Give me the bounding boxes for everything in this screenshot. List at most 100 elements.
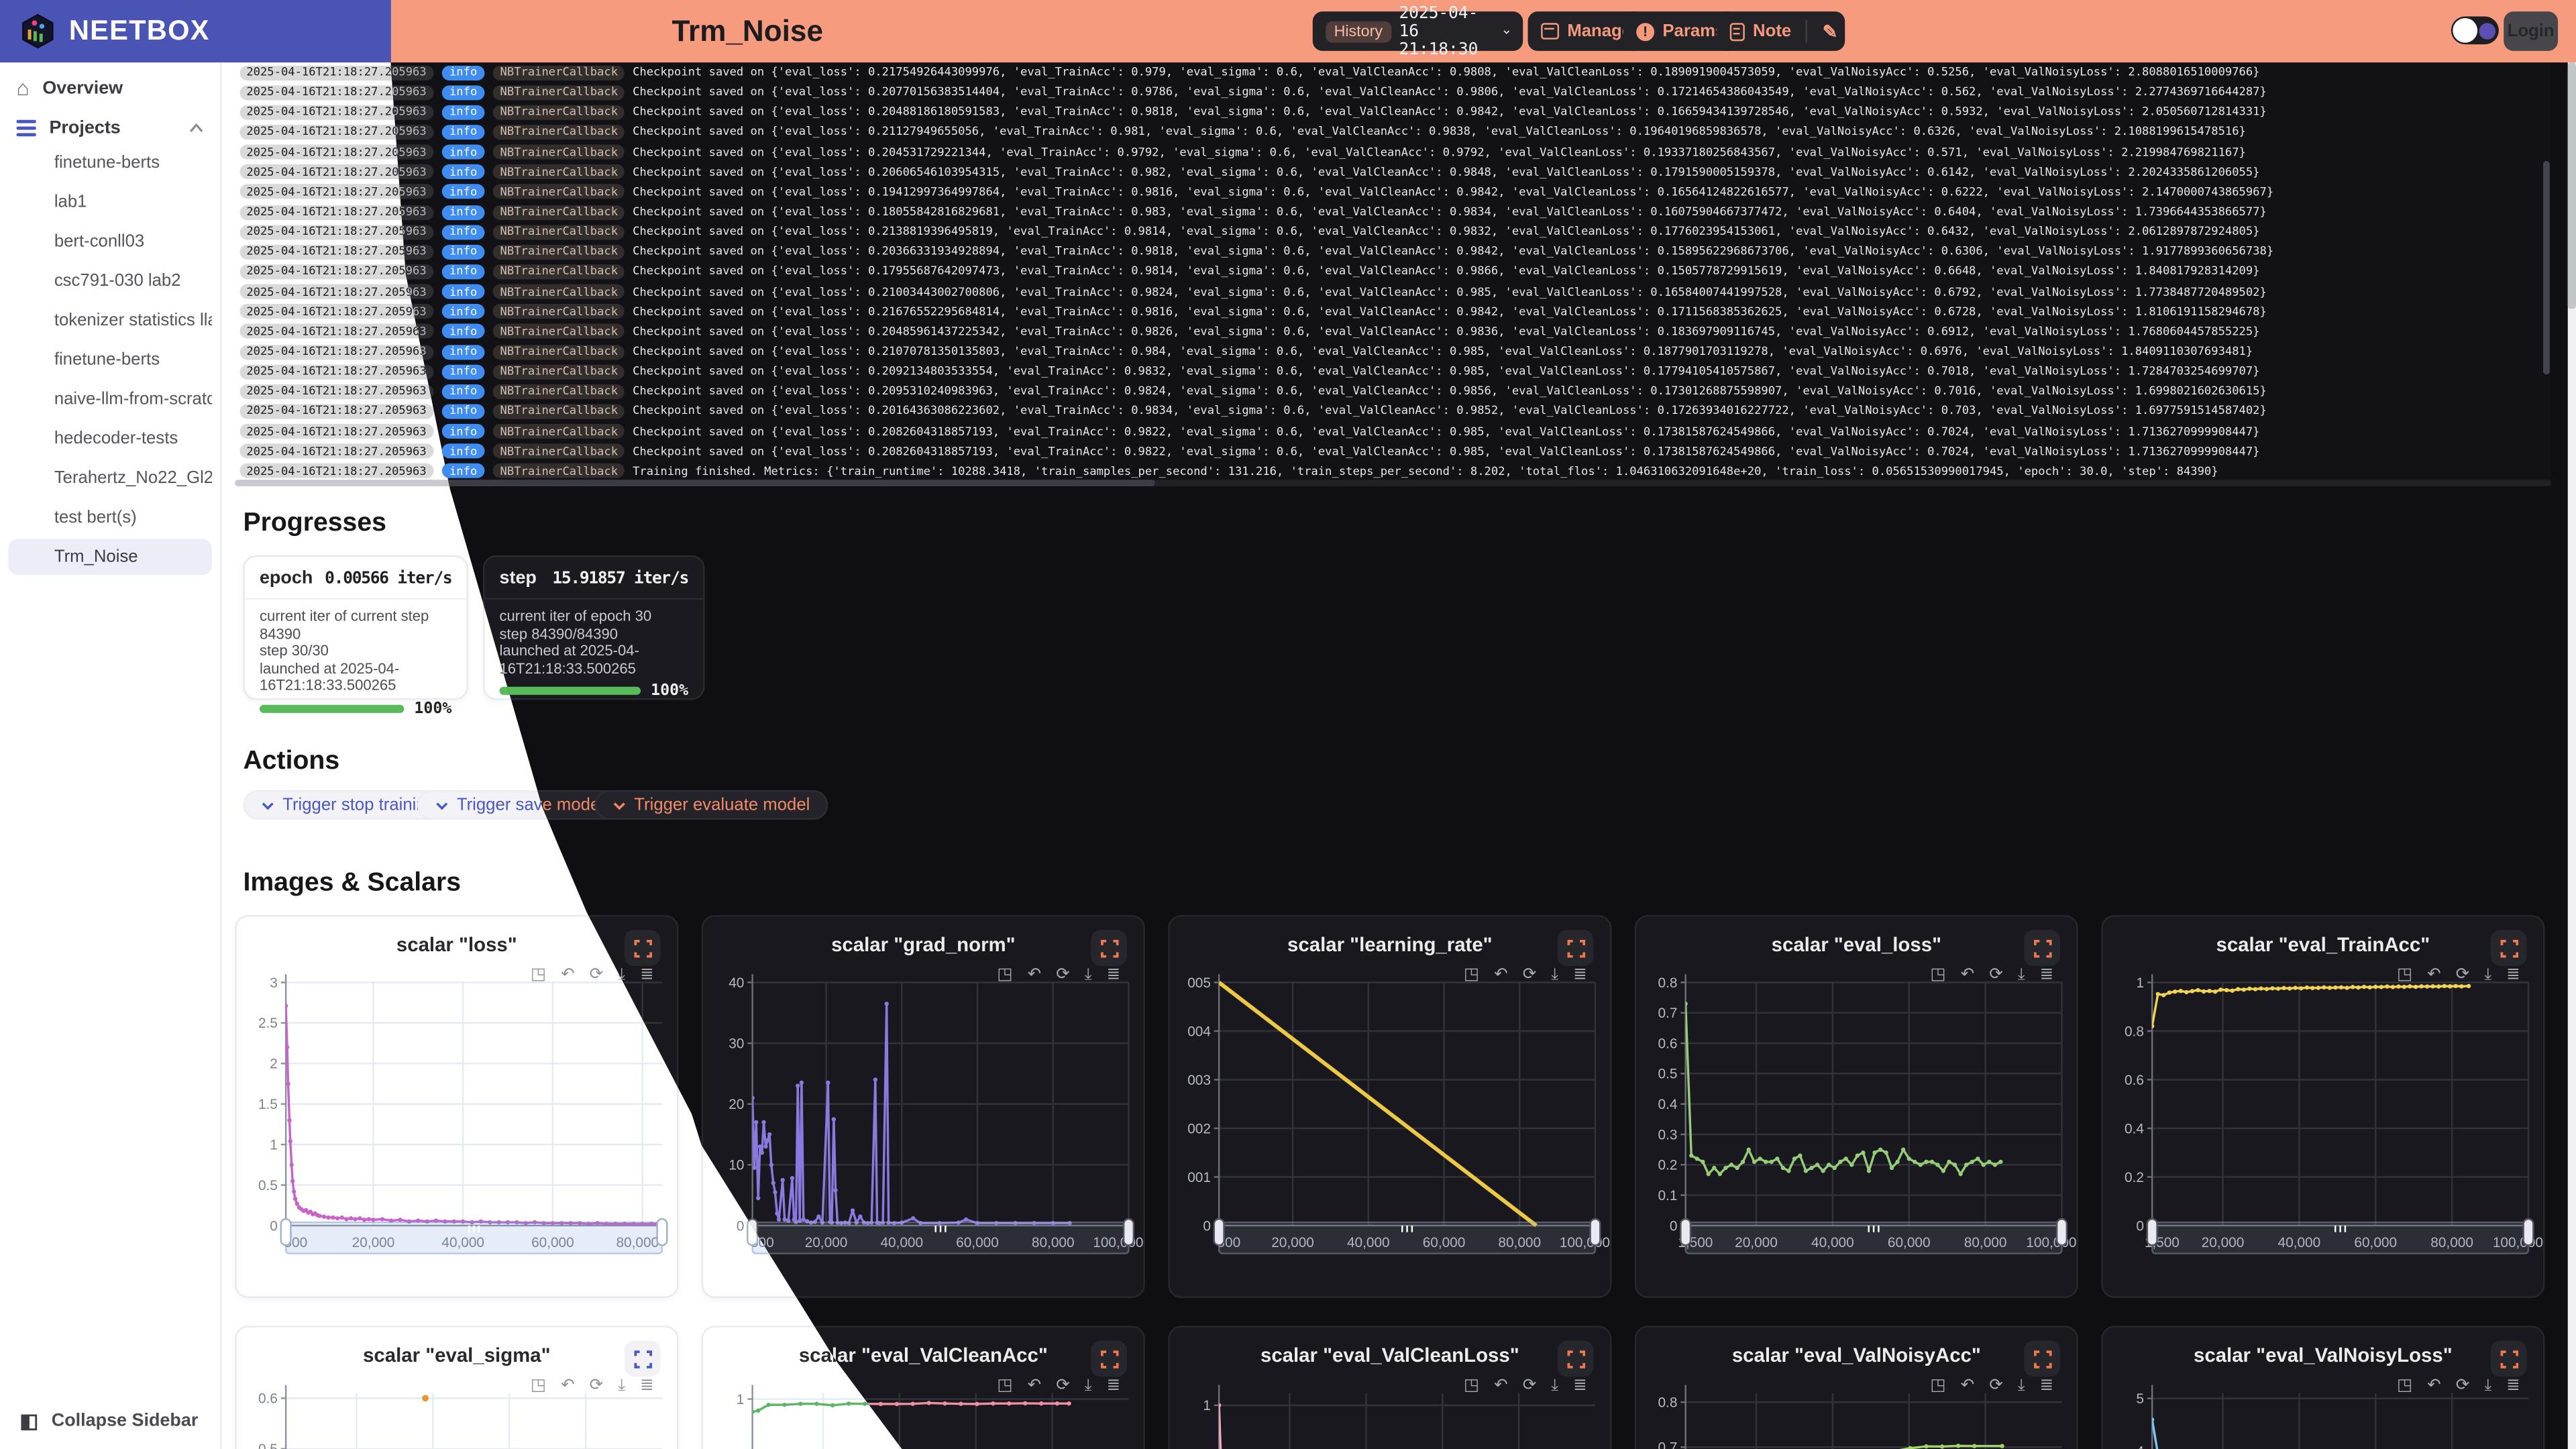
undo-icon[interactable]: ↶ [561,1377,575,1395]
zoom-select-icon[interactable]: ◳ [997,966,1013,984]
undo-icon[interactable]: ↶ [1960,966,1975,984]
expand-chart-button[interactable] [2024,930,2061,967]
data-view-icon[interactable]: ≣ [2506,966,2520,984]
zoom-select-icon[interactable]: ◳ [2396,1377,2413,1395]
logo-block[interactable]: NEETBOX [0,0,391,63]
app-header: NEETBOX Trm_Noise History 2025-04-16 21:… [0,0,2576,63]
sidebar-project-item[interactable]: Terahertz_No22_Gl261_gl... [54,468,212,488]
page-scrollbar[interactable] [2567,62,2576,1449]
download-icon[interactable]: ⤓ [2484,1377,2492,1395]
expand-chart-button[interactable] [2490,1340,2527,1377]
chart-plot[interactable]: 40302010050020,00040,00060,00080,000100,… [703,917,1146,1300]
svg-text:20,000: 20,000 [1735,1235,1778,1250]
sidebar-project-item[interactable]: hedecoder-tests [54,429,178,449]
sidebar-project-item[interactable]: lab1 [54,192,87,212]
action-button-trigger-evaluate-model[interactable]: Trigger evaluate model [594,790,828,820]
expand-chart-button[interactable] [1091,1340,1128,1377]
refresh-icon[interactable]: ⟳ [1056,1377,1070,1395]
expand-chart-button[interactable] [1091,930,1128,967]
edit-pencil-icon[interactable]: ✎ [1822,22,1838,42]
undo-icon[interactable]: ↶ [561,966,575,984]
refresh-icon[interactable]: ⟳ [2455,1377,2470,1395]
chart-plot[interactable]: 32.521.510.5050020,00040,00060,00080,000 [237,917,680,1300]
undo-icon[interactable]: ↶ [1960,1377,1975,1395]
data-view-icon[interactable]: ≣ [2039,1377,2054,1395]
expand-chart-button[interactable] [1557,930,1594,967]
data-view-icon[interactable]: ≣ [640,966,654,984]
undo-icon[interactable]: ↶ [1494,1377,1508,1395]
undo-icon[interactable]: ↶ [1027,966,1042,984]
console-hscrollbar[interactable] [389,480,2552,486]
download-icon[interactable]: ⤓ [1551,966,1559,984]
zoom-select-icon[interactable]: ◳ [530,1377,547,1395]
undo-icon[interactable]: ↶ [2427,966,2441,984]
data-view-icon[interactable]: ≣ [1573,1377,1587,1395]
download-icon[interactable]: ⤓ [2484,966,2492,984]
history-dropdown[interactable]: History 2025-04-16 21:18:30 [1312,4,1523,58]
sidebar-project-item[interactable]: Trm_Noise [8,539,212,576]
chart-plot[interactable]: 005004003002001050020,00040,00060,00080,… [1170,917,1613,1300]
zoom-select-icon[interactable]: ◳ [1463,966,1480,984]
refresh-icon[interactable]: ⟳ [1522,1377,1537,1395]
zoom-select-icon[interactable]: ◳ [530,966,547,984]
undo-icon[interactable]: ↶ [1494,966,1508,984]
refresh-icon[interactable]: ⟳ [1989,966,2003,984]
sidebar-item-projects[interactable]: Projects [0,115,220,141]
refresh-icon[interactable]: ⟳ [1989,1377,2003,1395]
chart-plot[interactable]: 0.80.70.60.5 [1636,1328,2080,1449]
expand-chart-button[interactable] [2490,930,2527,967]
collapse-label: Collapse Sidebar [51,1411,199,1432]
chart-plot[interactable]: 54321 [2103,1328,2546,1449]
log-console[interactable]: 2025-04-16T21:18:27.205963 info NBTrainerC… [389,62,2552,486]
sidebar-project-item[interactable]: tokenizer statistics llama... [54,310,212,331]
refresh-icon[interactable]: ⟳ [2455,966,2470,984]
refresh-icon[interactable]: ⟳ [1056,966,1070,984]
refresh-icon[interactable]: ⟳ [589,1377,604,1395]
refresh-icon[interactable]: ⟳ [589,966,604,984]
zoom-select-icon[interactable]: ◳ [1930,966,1946,984]
sidebar-project-item[interactable]: csc791-030 lab2 [54,271,181,291]
undo-icon[interactable]: ↶ [1027,1377,1042,1395]
sidebar-project-item[interactable]: finetune-berts [54,152,160,173]
zoom-select-icon[interactable]: ◳ [1463,1377,1480,1395]
refresh-icon[interactable]: ⟳ [1522,966,1537,984]
expand-chart-button[interactable] [624,930,661,967]
download-icon[interactable]: ⤓ [2017,966,2025,984]
note-button[interactable]: Note ✎ [1717,11,1845,51]
expand-chart-button[interactable] [1557,1340,1594,1377]
chart-plot[interactable]: 0.80.70.60.50.40.30.20.101,50020,00040,0… [1636,917,2080,1300]
log-message: Checkpoint saved on {'eval_loss': 0.2048… [633,325,2260,339]
data-view-icon[interactable]: ≣ [2039,966,2054,984]
download-icon[interactable]: ⤓ [1084,1377,1092,1395]
data-view-icon[interactable]: ≣ [640,1377,654,1395]
download-icon[interactable]: ⤓ [2017,1377,2025,1395]
chart-plot[interactable]: 10.80.60.40.201,50020,00040,00060,00080,… [2103,917,2546,1300]
collapse-sidebar-button[interactable]: ◧ Collapse Sidebar [0,1406,222,1436]
zoom-select-icon[interactable]: ◳ [997,1377,1013,1395]
console-vscrollbar[interactable] [2543,161,2550,375]
chart-plot[interactable]: 10.80.60.40.2 [1170,1328,1613,1449]
download-icon[interactable]: ⤓ [618,966,626,984]
sidebar-item-overview[interactable]: ⌂ Overview [0,76,220,102]
svg-text:0.8: 0.8 [2125,1024,2144,1039]
sidebar-project-item[interactable]: bert-conll03 [54,231,145,252]
sidebar-project-item[interactable]: test bert(s) [54,507,137,528]
zoom-select-icon[interactable]: ◳ [1930,1377,1946,1395]
download-icon[interactable]: ⤓ [1084,966,1092,984]
chart-plot[interactable]: 0.60.50.40.30.2 [237,1328,680,1449]
expand-chart-button[interactable] [2024,1340,2061,1377]
zoom-select-icon[interactable]: ◳ [2396,966,2413,984]
undo-icon[interactable]: ↶ [2427,1377,2441,1395]
data-view-icon[interactable]: ≣ [1106,1377,1121,1395]
expand-chart-button[interactable] [624,1340,661,1377]
sidebar-project-item[interactable]: naive-llm-from-scratch [54,389,212,409]
log-timestamp: 2025-04-16T21:18:27.205963 [239,64,433,80]
data-view-icon[interactable]: ≣ [2506,1377,2520,1395]
data-view-icon[interactable]: ≣ [1573,966,1587,984]
theme-toggle[interactable] [2451,16,2499,45]
data-view-icon[interactable]: ≣ [1106,966,1121,984]
download-icon[interactable]: ⤓ [618,1377,626,1395]
sidebar-project-item[interactable]: finetune-berts [54,350,160,370]
download-icon[interactable]: ⤓ [1551,1377,1559,1395]
login-button[interactable]: Login [2504,11,2559,51]
